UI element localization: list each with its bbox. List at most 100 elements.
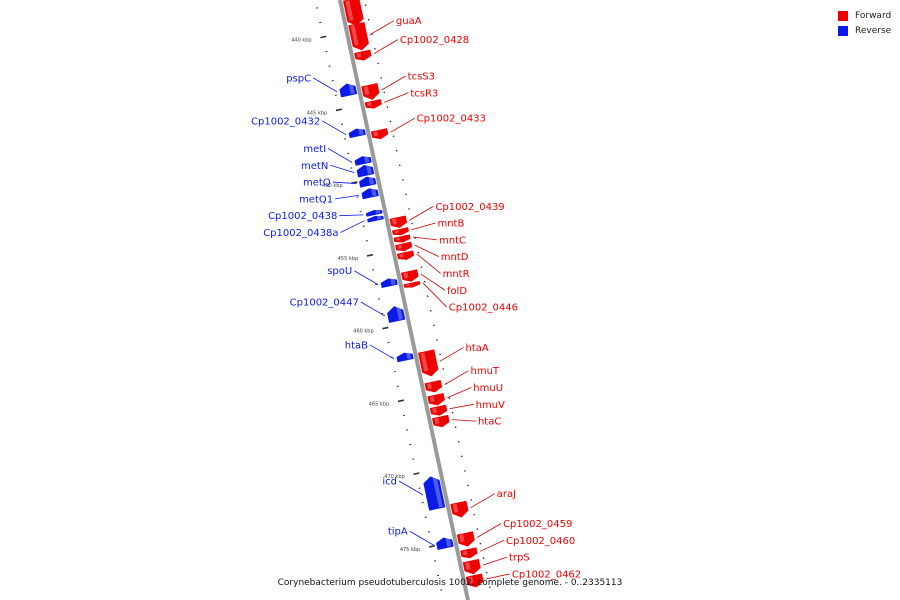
tick-dot	[367, 18, 370, 21]
gene-label-guaA: guaA	[396, 16, 422, 27]
gene-metI	[354, 156, 372, 166]
gene-labels: guaA Cp1002_0428 tcsS3 tcsR3 Cp1002_0433 Cp10…	[251, 16, 581, 580]
gene-label-metQ1: metQ1	[299, 194, 333, 205]
legend: Forward Reverse	[838, 8, 891, 38]
tick-dot	[417, 251, 420, 254]
tick-dot	[429, 309, 432, 312]
gene-shading	[367, 102, 372, 107]
gene-araJ	[450, 500, 469, 518]
gene-Cp1002_0438	[365, 210, 383, 217]
major-tick	[397, 399, 405, 403]
gene-label-hmuU: hmuU	[473, 383, 503, 394]
tick-marks: 440 kbp 445 kbp 450 kbp 455 kbp 460 kbp 465 k…	[291, 4, 491, 591]
leader-Cp1002_0428	[373, 39, 399, 54]
tick-dot	[423, 280, 426, 283]
tick-dot	[408, 208, 410, 210]
tick-dot	[380, 77, 382, 79]
tick-label: 460 kbp	[353, 329, 373, 335]
gene-hmuV	[429, 404, 448, 416]
leader-metQ	[332, 181, 357, 184]
gene-feature	[342, 0, 364, 26]
gene-shading	[345, 0, 354, 21]
gene-shading	[399, 253, 404, 258]
gene-features	[339, 0, 484, 588]
gene-label-Cp1002_0462: Cp1002_0462	[512, 569, 581, 580]
tick-dot	[457, 440, 460, 443]
gene-guaA	[348, 21, 369, 51]
gene-shading	[403, 272, 409, 279]
gene-label-tcsS3: tcsS3	[408, 72, 435, 83]
leader-pspC	[312, 77, 338, 93]
leader-spoU	[354, 270, 379, 286]
tick-dot	[383, 91, 386, 94]
leader-metI	[327, 148, 353, 163]
major-tick	[366, 253, 373, 257]
gene-Cp1002_0446	[403, 280, 421, 288]
tick-dot	[420, 266, 423, 268]
gene-label-htaB: htaB	[345, 340, 368, 351]
gene-label-Cp1002_0432: Cp1002_0432	[251, 116, 320, 127]
leader-htaB	[369, 344, 395, 360]
gene-shading	[368, 176, 375, 185]
major-tick	[320, 35, 327, 39]
label-leaders	[312, 20, 511, 580]
gene-label-trpS: trpS	[509, 553, 530, 564]
tick-dot	[482, 557, 485, 559]
gene-htaC	[431, 414, 450, 428]
gene-shading	[445, 537, 452, 547]
gene-hmuT	[424, 379, 443, 393]
gene-label-folD: folD	[447, 286, 467, 297]
tick-dot	[395, 149, 398, 152]
leader-tcsS3	[381, 75, 406, 91]
tick-dot	[436, 339, 438, 341]
gene-shading	[397, 244, 403, 249]
legend-swatch-reverse	[838, 25, 848, 36]
leader-mntB	[411, 222, 436, 231]
leader-araJ	[470, 493, 495, 509]
leader-Cp1002_0447	[360, 301, 386, 317]
leader-tipA	[409, 530, 434, 546]
leader-guaA	[369, 20, 395, 36]
gene-shading	[350, 25, 359, 46]
gene-Cp1002_0439	[389, 215, 408, 228]
leader-mntD	[414, 244, 439, 258]
gene-Cp1002_0438a	[367, 215, 384, 223]
gene-htaB	[396, 352, 414, 363]
gene-shading	[405, 284, 411, 287]
legend-forward: Forward	[838, 8, 891, 23]
tick-dot	[426, 295, 429, 298]
gene-Cp1002_0432	[348, 128, 366, 139]
leader-Cp1002_0433	[390, 117, 415, 133]
tick-dot	[411, 222, 413, 225]
tick-dot	[485, 571, 488, 574]
gene-Cp1002_0459	[456, 531, 475, 547]
gene-metN	[356, 165, 375, 178]
major-tick	[413, 472, 420, 476]
gene-shading	[426, 383, 432, 390]
gene-shading	[366, 164, 372, 175]
tick-dot	[439, 353, 441, 356]
genome-caption: Corynebacterium pseudotuberculosis 1002,…	[277, 578, 623, 588]
gene-Cp1002_0428	[354, 49, 372, 61]
leader-folD	[420, 273, 446, 291]
tick-label: 440 kbp	[291, 38, 311, 44]
leader-Cp1002_0459	[476, 523, 502, 538]
gene-tcsS3	[361, 83, 380, 100]
gene-shading	[465, 562, 471, 570]
gene-Cp1002_0447	[387, 306, 406, 323]
gene-Cp1002_0460	[460, 547, 478, 559]
leader-Cp1002_0438	[339, 214, 364, 217]
gene-spoU	[380, 278, 398, 289]
gene-shading	[468, 576, 474, 584]
gene-label-mntB: mntB	[437, 219, 464, 230]
gene-shading	[452, 503, 459, 513]
gene-label-hmuT: hmuT	[471, 366, 500, 377]
gene-shading	[373, 131, 379, 137]
tick-dot	[473, 513, 476, 516]
gene-Cp1002_0433	[370, 128, 389, 140]
gene-label-Cp1002_0459: Cp1002_0459	[503, 519, 572, 530]
leader-htaA	[439, 347, 464, 362]
gene-shading	[429, 396, 435, 403]
gene-label-pspC: pspC	[286, 73, 311, 84]
gene-shading	[394, 230, 399, 234]
